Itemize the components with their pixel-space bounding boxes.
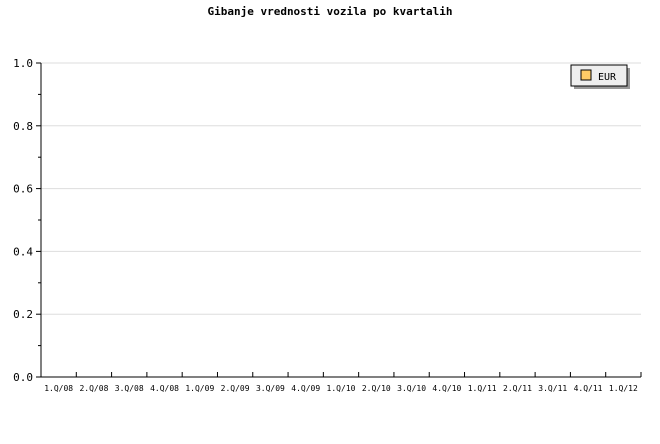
x-tick-label: 3.Q/10 (397, 384, 426, 393)
x-tick-label: 2.Q/08 (79, 384, 108, 393)
x-tick-label: 2.Q/11 (503, 384, 532, 393)
legend-swatch (580, 69, 592, 81)
y-tick-label: 0.0 (13, 371, 33, 384)
x-tick-label: 2.Q/09 (221, 384, 250, 393)
x-tick-label: 4.Q/11 (574, 384, 603, 393)
y-tick-label: 1.0 (13, 57, 33, 70)
y-tick-label: 0.2 (13, 308, 33, 321)
y-tick-label: 0.8 (13, 120, 33, 133)
legend: EUR (570, 64, 630, 89)
x-tick-label: 4.Q/08 (150, 384, 179, 393)
x-tick-label: 4.Q/09 (291, 384, 320, 393)
x-tick-label: 3.Q/11 (538, 384, 567, 393)
x-tick-label: 1.Q/12 (609, 384, 638, 393)
x-tick-label: 2.Q/10 (362, 384, 391, 393)
x-tick-label: 3.Q/09 (256, 384, 285, 393)
x-tick-label: 1.Q/10 (327, 384, 356, 393)
x-tick-label: 1.Q/11 (468, 384, 497, 393)
x-tick-label: 1.Q/09 (185, 384, 214, 393)
y-tick-label: 0.4 (13, 245, 33, 258)
y-tick-label: 0.6 (13, 183, 33, 196)
legend-label: EUR (598, 72, 617, 83)
x-tick-label: 3.Q/08 (115, 384, 144, 393)
chart-title: Gibanje vrednosti vozila po kvartalih (207, 5, 452, 18)
x-tick-label: 4.Q/10 (432, 384, 461, 393)
x-tick-label: 1.Q/08 (44, 384, 73, 393)
